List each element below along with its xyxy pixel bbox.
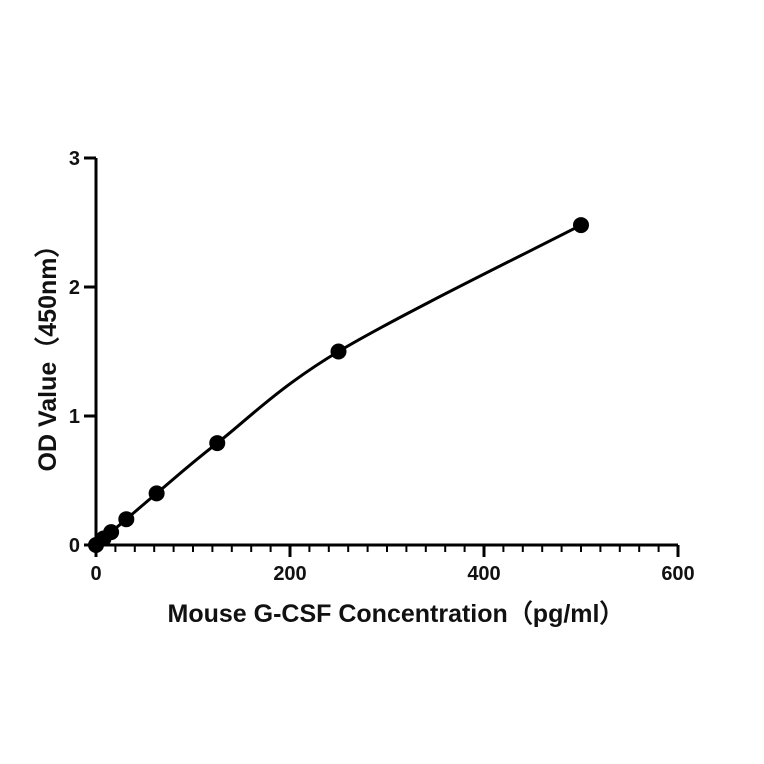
- x-tick-label: 200: [273, 563, 306, 585]
- data-point: [209, 435, 226, 452]
- y-tick-label: 1: [69, 406, 80, 428]
- x-axis-label: Mouse G-CSF Concentration（pg/ml）: [168, 599, 625, 628]
- axes: [94, 158, 678, 547]
- y-tick-label: 0: [69, 535, 80, 557]
- x-tick-label: 600: [661, 563, 694, 585]
- y-axis-label: OD Value（450nm）: [33, 233, 62, 472]
- x-tick-label: 0: [90, 563, 101, 585]
- data-point: [118, 511, 135, 528]
- y-tick-label: 2: [69, 277, 80, 299]
- x-ticks: [94, 545, 680, 557]
- fit-curve-layer: [95, 223, 582, 547]
- x-tick-label: 400: [467, 563, 500, 585]
- data-point: [573, 217, 589, 234]
- data-point: [103, 524, 120, 541]
- data-point: [330, 343, 347, 360]
- data-point: [148, 485, 165, 502]
- fit-curve: [95, 223, 582, 547]
- y-tick-labels: 0 1 2 3: [69, 148, 80, 557]
- y-tick-label: 3: [69, 148, 80, 170]
- y-ticks: [84, 156, 96, 547]
- x-tick-labels: 0 200 400 600: [90, 563, 694, 585]
- data-points-layer: [88, 217, 589, 553]
